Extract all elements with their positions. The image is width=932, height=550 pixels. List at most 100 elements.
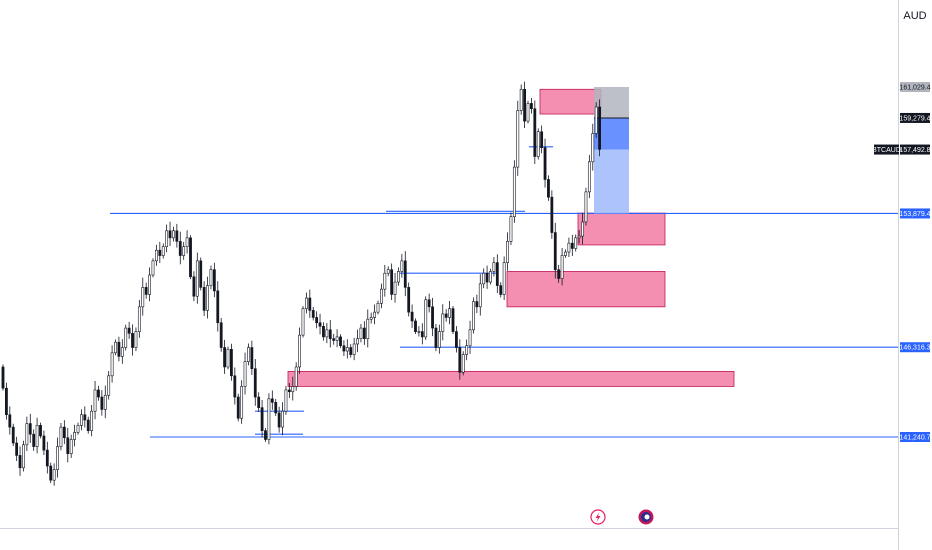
candle <box>124 324 128 351</box>
candle <box>400 253 404 278</box>
candle-up <box>148 274 151 295</box>
candle-down <box>168 230 172 239</box>
entry-price-tag <box>900 112 930 123</box>
candle <box>22 440 25 472</box>
candle-up <box>325 329 329 338</box>
candle <box>502 256 506 301</box>
candle-up <box>172 230 175 239</box>
candle <box>185 230 189 254</box>
candle-up <box>594 106 598 134</box>
candle <box>499 282 503 298</box>
candle <box>434 323 438 352</box>
candle <box>468 320 472 354</box>
candle <box>431 297 434 337</box>
candle <box>287 383 291 398</box>
candle-up <box>441 313 445 332</box>
candle <box>311 307 315 321</box>
candle-down <box>1 366 5 389</box>
candle-up <box>478 283 482 308</box>
candle-down <box>444 313 448 318</box>
candle <box>216 281 220 332</box>
candle <box>97 385 100 401</box>
candle-up <box>73 432 76 440</box>
candle <box>424 296 428 340</box>
level-price-3-label: 141,240.7 <box>899 432 931 442</box>
candle-down <box>144 287 148 295</box>
zone-4 <box>287 370 735 387</box>
candle-down <box>308 297 312 311</box>
candle-up <box>560 255 564 279</box>
candle-down <box>202 287 206 311</box>
candle <box>35 417 39 454</box>
avatar-icon[interactable] <box>638 509 654 525</box>
candle <box>362 321 366 345</box>
candle <box>8 406 12 435</box>
bottom-icons[interactable] <box>590 509 654 525</box>
candle <box>168 221 172 246</box>
candle <box>233 367 237 405</box>
candle-up <box>574 237 578 249</box>
candle-up <box>509 216 513 242</box>
candle <box>240 380 244 424</box>
candle <box>345 339 349 359</box>
candle-up <box>587 161 591 193</box>
candle <box>83 406 87 428</box>
candle-down <box>127 327 131 334</box>
candle-up <box>56 446 59 470</box>
candle <box>570 234 574 256</box>
candle-down <box>485 272 489 283</box>
candle <box>93 380 97 420</box>
candle-up <box>591 133 595 163</box>
zone-2 <box>577 212 666 246</box>
candle-up <box>69 439 73 454</box>
candle-down <box>100 396 104 410</box>
candle-down <box>540 131 544 148</box>
candle <box>223 339 226 374</box>
candle-up <box>124 327 128 348</box>
candle <box>403 251 407 297</box>
candle-up <box>107 375 111 396</box>
candle <box>506 232 509 271</box>
candle <box>478 274 482 316</box>
candle-down <box>32 433 36 447</box>
candle <box>76 422 80 435</box>
currency-label[interactable]: AUD <box>903 10 926 22</box>
candle <box>59 423 63 451</box>
candle-up <box>581 221 584 237</box>
candle-down <box>315 317 319 324</box>
candle <box>56 437 59 478</box>
candle <box>356 329 359 353</box>
candle <box>158 241 162 264</box>
candle-up <box>359 327 363 339</box>
candle-up <box>506 241 509 263</box>
candle <box>492 257 496 277</box>
candle-down <box>236 396 240 419</box>
candle <box>148 267 151 302</box>
candle <box>414 318 417 334</box>
candle <box>178 231 182 265</box>
candle-down <box>349 347 353 355</box>
candle <box>441 304 445 341</box>
level-price-3-tag <box>900 432 930 442</box>
candle <box>437 324 441 354</box>
candle <box>277 406 281 433</box>
candle-up <box>114 341 117 354</box>
candle-up <box>226 348 230 368</box>
candle <box>519 84 523 115</box>
candle <box>25 416 29 452</box>
candle <box>407 282 411 317</box>
candle-down <box>543 147 547 180</box>
lightning-icon[interactable] <box>590 509 606 525</box>
candle <box>325 322 329 344</box>
candle <box>594 102 598 138</box>
candle-down <box>219 322 223 348</box>
candle <box>52 463 56 486</box>
candle-down <box>97 389 100 398</box>
candle-up <box>137 306 141 332</box>
position-stop-zone[interactable] <box>594 149 629 214</box>
candle-up <box>80 414 83 426</box>
candle <box>120 339 124 364</box>
candle-up <box>76 425 80 433</box>
